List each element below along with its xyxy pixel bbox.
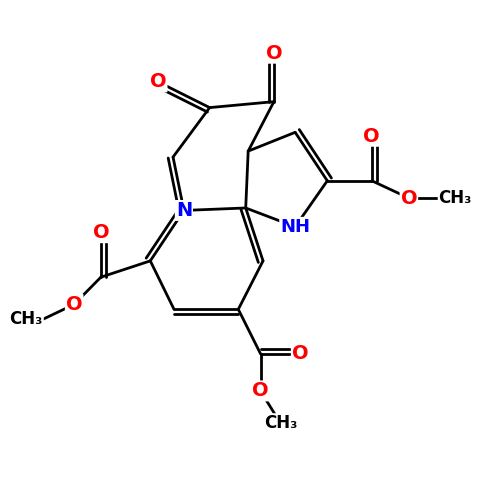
Text: O: O [92,223,109,242]
Text: O: O [364,127,380,146]
Text: N: N [176,201,192,220]
Text: CH₃: CH₃ [438,189,472,207]
Text: CH₃: CH₃ [10,310,43,328]
Text: O: O [66,295,82,314]
Text: O: O [400,188,417,208]
Text: O: O [292,344,308,364]
Text: NH: NH [280,218,310,236]
Text: O: O [266,44,282,62]
Text: CH₃: CH₃ [264,414,297,432]
Text: O: O [150,72,166,92]
Text: O: O [252,382,269,400]
